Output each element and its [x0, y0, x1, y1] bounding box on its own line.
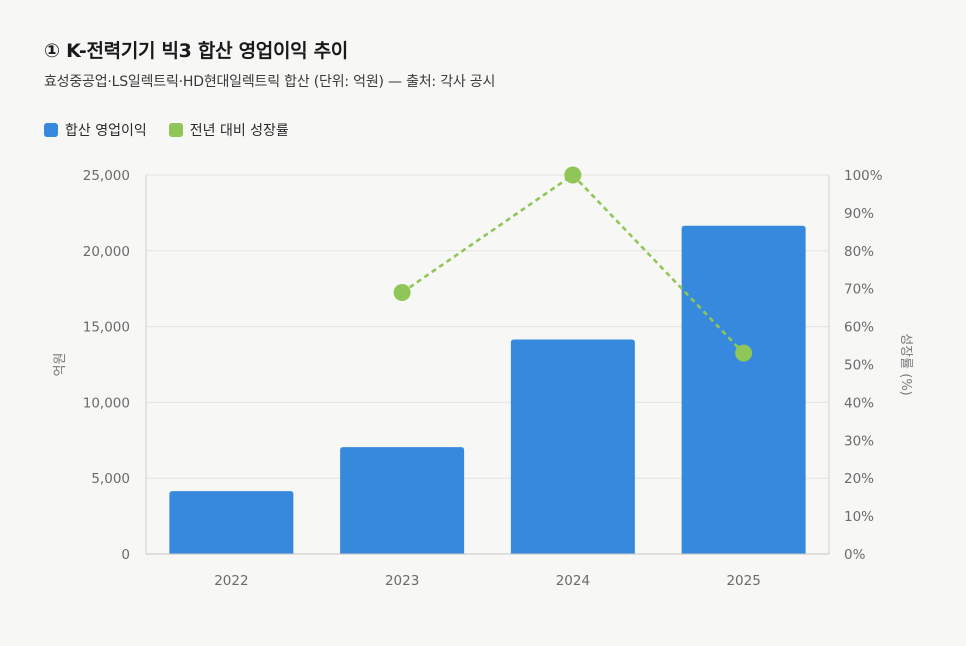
x-tick-label: 2023 — [385, 573, 419, 589]
growth-point-2024[interactable] — [564, 166, 582, 184]
legend-swatch-line — [168, 123, 183, 137]
growth-point-2023[interactable] — [393, 283, 411, 301]
bar-2024[interactable] — [510, 339, 635, 554]
y-tick-label-right: 90% — [844, 206, 874, 222]
legend-label-line: 전년 대비 성장률 — [189, 123, 289, 139]
y-tick-label-right: 50% — [844, 358, 874, 374]
y-axis-title-right: 성장률 (%) — [898, 333, 913, 396]
y-tick-label-right: 30% — [844, 433, 874, 449]
y-tick-label-left: 25,000 — [83, 168, 130, 184]
y-tick-label-right: 80% — [844, 244, 874, 260]
legend-swatch-bar — [44, 123, 58, 137]
legend-label-bar: 합산 영업이익 — [65, 123, 147, 139]
bar-2022[interactable] — [169, 491, 294, 554]
y-tick-label-left: 10,000 — [83, 395, 130, 411]
legend: 합산 영업이익 전년 대비 성장률 — [44, 120, 311, 140]
bar-2025[interactable] — [681, 225, 806, 554]
y-tick-label-right: 60% — [844, 320, 874, 336]
y-tick-label-left: 5,000 — [91, 471, 130, 487]
x-tick-label: 2024 — [556, 573, 590, 589]
y-tick-label-right: 70% — [844, 282, 874, 298]
y-tick-label-left: 15,000 — [83, 320, 130, 336]
legend-item-line[interactable]: 전년 대비 성장률 — [168, 120, 289, 140]
chart-title: ① K-전력기기 빅3 합산 영업이익 추이 — [44, 40, 348, 62]
legend-item-bar[interactable]: 합산 영업이익 — [44, 120, 147, 140]
y-tick-label-left: 0 — [121, 547, 130, 563]
y-tick-label-right: 0% — [844, 547, 866, 563]
y-tick-label-right: 10% — [844, 509, 874, 525]
y-tick-label-right: 100% — [844, 168, 883, 184]
x-tick-label: 2022 — [214, 573, 248, 589]
x-tick-label: 2025 — [726, 573, 760, 589]
y-tick-label-right: 20% — [844, 471, 874, 487]
y-tick-label-left: 20,000 — [83, 244, 130, 260]
bar-2023[interactable] — [340, 447, 465, 554]
y-axis-title-left: 억원 — [53, 353, 68, 377]
y-tick-label-right: 40% — [844, 395, 874, 411]
chart-subtitle: 효성중공업·LS일렉트릭·HD현대일렉트릭 합산 (단위: 억원) — 출처: … — [44, 74, 496, 90]
growth-point-2025[interactable] — [735, 344, 753, 362]
